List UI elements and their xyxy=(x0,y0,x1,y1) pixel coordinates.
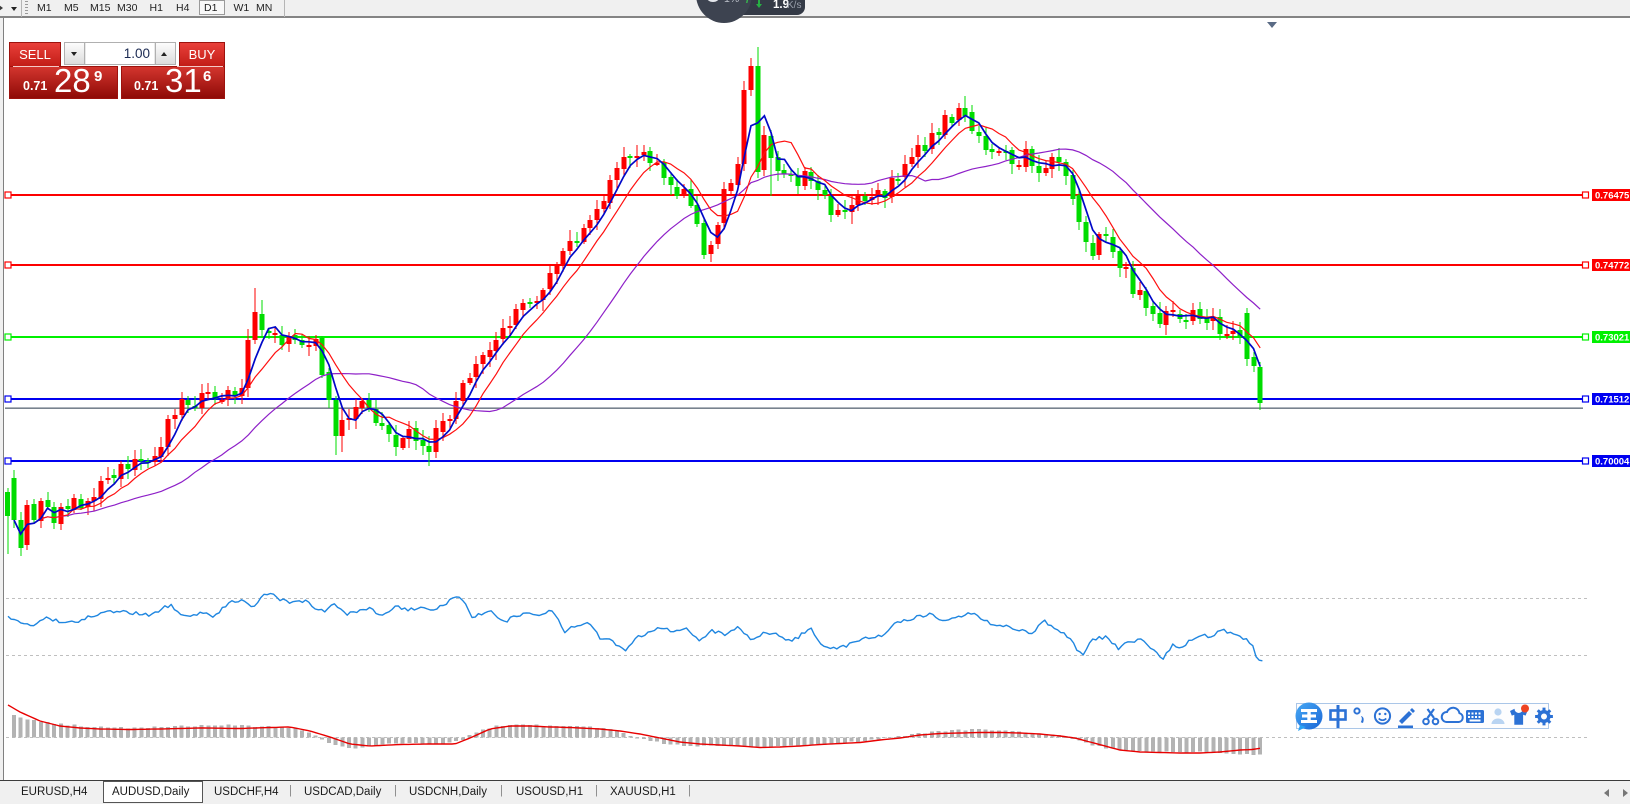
svg-text:0.76475: 0.76475 xyxy=(1595,191,1630,202)
svg-text:0.74772: 0.74772 xyxy=(1595,261,1629,272)
svg-text:0.71512: 0.71512 xyxy=(1595,395,1629,406)
svg-text:0.70004: 0.70004 xyxy=(1595,457,1630,468)
svg-text:0.73021: 0.73021 xyxy=(1595,333,1630,344)
